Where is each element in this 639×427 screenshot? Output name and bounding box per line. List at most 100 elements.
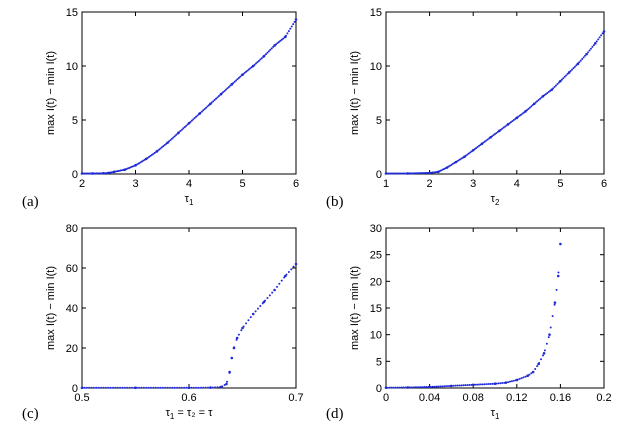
data-point (491, 382, 494, 385)
data-point (547, 336, 550, 339)
data-point (595, 40, 598, 43)
data-point (175, 133, 178, 136)
data-point (479, 383, 482, 386)
data-point (480, 142, 483, 145)
data-point (573, 65, 576, 68)
data-point (207, 104, 210, 107)
data-point (216, 96, 219, 99)
data-point (523, 111, 526, 114)
data-point (405, 172, 408, 175)
panel-d: 0 0.04 0.08 0.12 0.16 0.2 0 5 10 15 20 25 30 max I(t)… (326, 223, 612, 422)
data-point (398, 172, 401, 175)
data-point (386, 386, 389, 389)
data-point (538, 362, 541, 365)
data-point (486, 138, 489, 141)
x-tick-label: 0.12 (506, 392, 527, 404)
data-point (553, 85, 556, 88)
data-point (135, 386, 138, 389)
data-point (601, 32, 604, 35)
data-point (261, 302, 264, 305)
data-point (533, 102, 536, 105)
y-tick-label: 80 (66, 223, 78, 235)
data-point (95, 172, 98, 175)
y-tick-label: 40 (66, 303, 78, 315)
data-point (152, 152, 155, 155)
data-point (439, 385, 442, 388)
data-point (203, 107, 206, 110)
data-point (557, 271, 560, 274)
data-point (277, 41, 280, 44)
data-point (504, 125, 507, 128)
panel-b: 1 2 3 4 5 6 0 5 10 15 max I(t) − min I(t) τ2 (b) (326, 7, 607, 210)
data-point (104, 386, 107, 389)
data-point (128, 386, 131, 389)
data-point (283, 36, 286, 39)
data-point (399, 172, 402, 175)
data-point (431, 171, 434, 174)
data-point (242, 73, 245, 76)
data-point (216, 386, 219, 389)
data-point (164, 386, 167, 389)
x-tick-label: 4 (514, 178, 520, 190)
data-point (431, 385, 434, 388)
data-point (192, 386, 195, 389)
data-point (428, 171, 431, 174)
data-point (463, 155, 466, 158)
data-point (597, 38, 600, 41)
data-point (492, 134, 495, 137)
data-point (417, 386, 420, 389)
data-point (89, 172, 92, 175)
data-point (149, 386, 152, 389)
data-point (598, 36, 601, 39)
y-tick-label: 0 (376, 383, 382, 395)
data-point (233, 80, 236, 83)
data-point (543, 94, 546, 97)
data-point (138, 386, 141, 389)
data-point (276, 42, 279, 45)
data-point (202, 109, 205, 112)
y-tick-label: 25 (370, 250, 382, 262)
data-point (559, 80, 562, 83)
data-point (437, 385, 440, 388)
data-point (507, 123, 510, 126)
data-point (411, 172, 414, 175)
data-point (267, 50, 270, 53)
data-point (206, 105, 209, 108)
data-point (565, 74, 568, 77)
data-point (571, 68, 574, 71)
data-point (176, 132, 179, 135)
data-point (228, 371, 231, 374)
data-point (522, 376, 525, 379)
data-point (283, 276, 286, 279)
data-point (549, 326, 552, 329)
data-point (451, 162, 454, 165)
data-point (414, 386, 417, 389)
data-point (483, 140, 486, 143)
x-tick-label: 0 (383, 392, 389, 404)
data-point (594, 42, 597, 45)
x-tick-label: 4 (186, 178, 192, 190)
data-point (578, 61, 581, 64)
data-point (503, 381, 506, 384)
data-point (516, 378, 519, 381)
data-point (395, 172, 398, 175)
data-point (88, 172, 91, 175)
data-point (235, 79, 238, 82)
data-point (280, 38, 283, 41)
y-axis-label: max I(t) − min I(t) (45, 266, 57, 350)
data-point (494, 133, 496, 136)
data-point (197, 386, 200, 389)
data-point (478, 383, 481, 386)
data-point (589, 47, 592, 50)
data-point (247, 68, 250, 71)
data-point (287, 271, 290, 273)
data-point (603, 30, 605, 33)
plot-area-d (385, 227, 605, 389)
data-point (204, 386, 207, 389)
data-point (285, 34, 288, 37)
data-point (230, 83, 233, 86)
data-point (100, 172, 103, 175)
x-tick-label: 0.2 (596, 392, 611, 404)
y-axis-label: max I(t) − min I(t) (349, 51, 361, 135)
